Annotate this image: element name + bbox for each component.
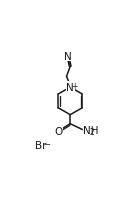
Text: 2: 2 — [89, 127, 94, 136]
Text: O: O — [54, 127, 62, 137]
Text: NH: NH — [83, 125, 99, 135]
Text: Br: Br — [35, 140, 47, 150]
Text: −: − — [43, 139, 50, 149]
Text: N: N — [64, 51, 72, 61]
Text: +: + — [72, 82, 78, 91]
Text: N: N — [66, 83, 74, 93]
